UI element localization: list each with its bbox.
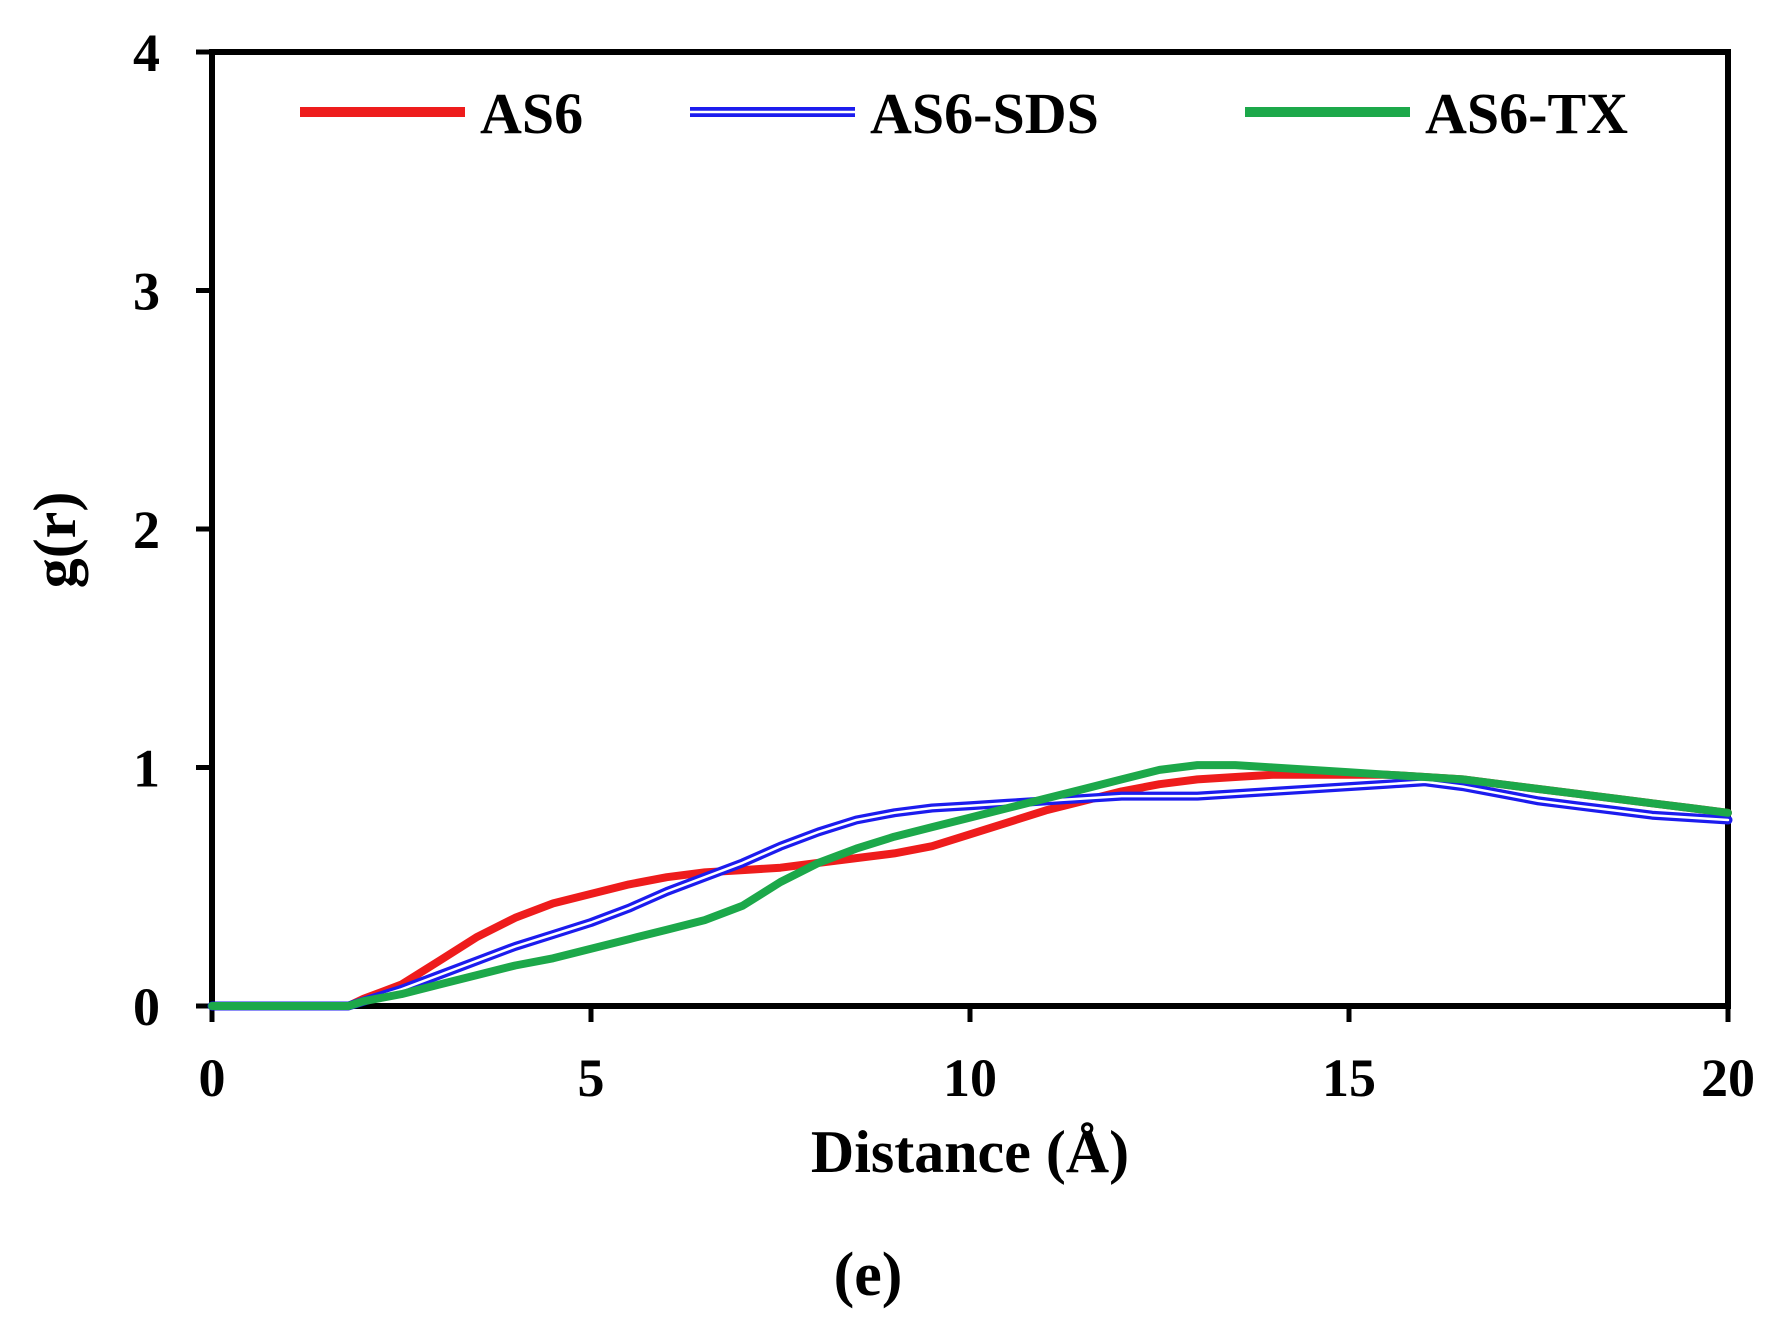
x-axis-ticks: 0 5 10 15 20 — [199, 1006, 1755, 1108]
y-tick-label: 3 — [133, 262, 160, 322]
x-tick-label: 15 — [1322, 1048, 1376, 1108]
plot-frame — [209, 49, 1731, 1009]
legend-label-as6-sds: AS6-SDS — [870, 81, 1099, 146]
legend: AS6 AS6-SDS AS6-TX — [300, 81, 1628, 146]
x-axis-label: Distance (Å) — [811, 1119, 1129, 1185]
y-tick-label: 2 — [133, 500, 160, 560]
series-layer — [207, 761, 1733, 1011]
legend-label-as6-tx: AS6-TX — [1425, 81, 1628, 146]
y-axis-ticks: 0 1 2 3 4 — [133, 23, 212, 1037]
y-tick-label: 0 — [133, 977, 160, 1037]
series-line-inner-as6-sds — [210, 780, 1730, 1008]
series-line-as6-tx — [208, 761, 1732, 1010]
legend-label-as6: AS6 — [480, 81, 583, 146]
plot-border — [209, 49, 1731, 1009]
x-tick-label: 5 — [578, 1048, 605, 1108]
x-tick-label: 10 — [943, 1048, 997, 1108]
x-tick-label: 0 — [199, 1048, 226, 1108]
y-tick-label: 1 — [133, 739, 160, 799]
x-tick-label: 20 — [1701, 1048, 1755, 1108]
y-tick-label: 4 — [133, 23, 160, 83]
y-axis-label: g(r) — [22, 492, 88, 589]
panel-label: (e) — [834, 1241, 903, 1309]
